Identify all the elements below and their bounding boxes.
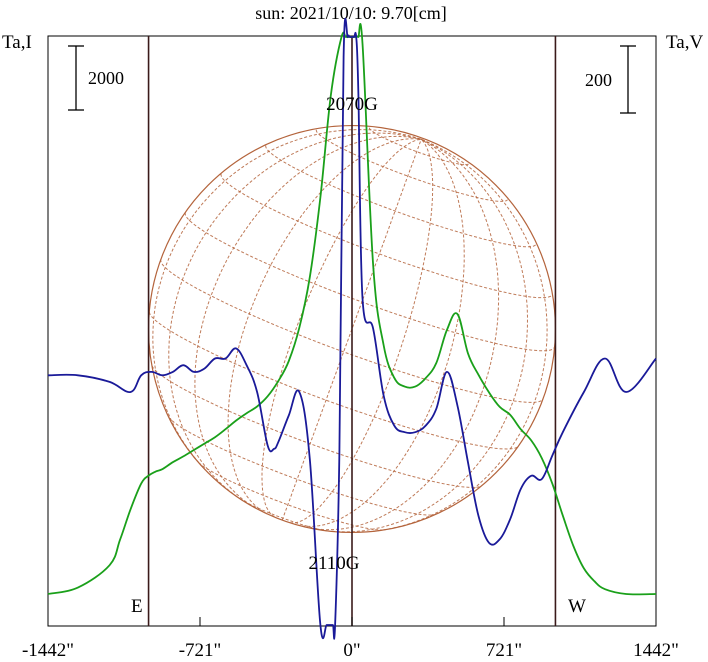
longitude-grid-line	[326, 138, 529, 533]
longitude-grid-line	[227, 138, 422, 515]
longitude-grid-line	[311, 138, 500, 531]
west-limb-label: W	[568, 596, 586, 617]
x-tick-label: -721"	[179, 640, 222, 661]
longitude-grid-line	[290, 138, 434, 524]
latitude-grid-line	[184, 212, 555, 352]
scale-bar-left	[68, 45, 84, 111]
latitude-grid-line	[265, 145, 537, 248]
peak-annotation-2070g: 2070G	[326, 94, 378, 115]
latitude-grid-line	[151, 365, 482, 488]
longitude-grid-line	[152, 129, 422, 471]
longitude-grid-line	[194, 135, 422, 509]
dip-annotation-2110g: 2110G	[308, 553, 359, 574]
y-left-axis-label: Ta,I	[2, 32, 32, 53]
latitude-grid-line	[148, 311, 519, 450]
x-tick-label: 721"	[486, 640, 522, 661]
stokes-v-curve	[47, 17, 657, 640]
scale-bar-right	[620, 45, 636, 114]
x-axis-ticks: -1442" -721" 0" 721" 1442"	[22, 617, 679, 661]
curves	[47, 17, 657, 640]
longitude-grid-line	[261, 138, 422, 518]
latitude-grid-line	[198, 462, 384, 531]
latitude-grid-line	[168, 416, 436, 516]
longitude-grid-line	[373, 138, 548, 532]
y-right-axis-label: Ta,V	[666, 32, 703, 53]
longitude-grid-line	[297, 138, 465, 527]
chart-title: sun: 2021/10/10: 9.70[cm]	[255, 3, 447, 23]
scale-bar-left-label: 2000	[88, 68, 124, 88]
x-tick-label: 0"	[343, 640, 360, 661]
limb-lines	[147, 36, 557, 626]
latitude-grid-line	[315, 129, 508, 202]
scale-bar-right-label: 200	[585, 70, 612, 90]
x-tick-label: 1442"	[633, 640, 679, 661]
x-tick-label: -1442"	[22, 640, 74, 661]
longitude-grid-line	[168, 132, 422, 501]
east-limb-label: E	[131, 596, 143, 617]
